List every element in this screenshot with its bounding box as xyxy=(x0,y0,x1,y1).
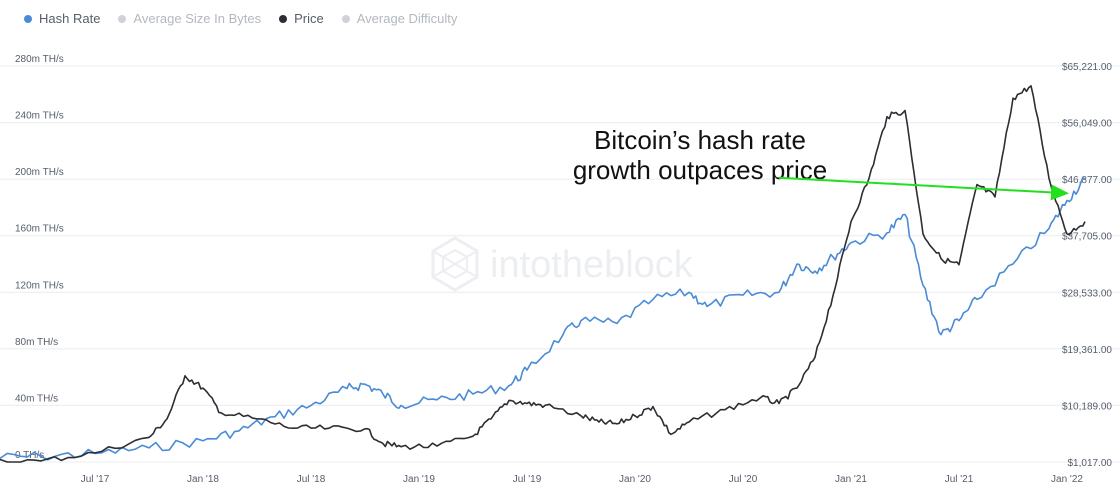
annotation-text-line-2: growth outpaces price xyxy=(573,155,827,185)
watermark-logo-icon xyxy=(431,236,479,292)
y-right-tick-label: $28,533.00 xyxy=(1062,288,1112,299)
y-left-tick-label: 200m TH/s xyxy=(15,167,64,178)
y-right-tick-label: $37,705.00 xyxy=(1062,232,1112,243)
legend-label-hash-rate: Hash Rate xyxy=(39,11,101,26)
x-tick-label: Jul '21 xyxy=(945,474,974,485)
y-left-tick-label: 280m TH/s xyxy=(15,54,64,65)
y-left-tick-label: 240m TH/s xyxy=(15,111,64,122)
legend-dot-average-size xyxy=(118,14,127,23)
y-right-tick-label: $19,361.00 xyxy=(1062,345,1112,356)
annotation-arrow xyxy=(778,176,1069,201)
x-tick-label: Jul '19 xyxy=(513,474,542,485)
y-left-tick-label: 80m TH/s xyxy=(15,337,58,348)
x-axis: Jul '17 Jan '18 Jul '18 Jan '19 Jul '19 Jan '… xyxy=(81,474,1084,485)
x-tick-label: Jul '20 xyxy=(729,474,758,485)
legend-item-hash-rate[interactable]: Hash Rate xyxy=(24,11,100,26)
annotation-text-line-1: Bitcoin’s hash rate xyxy=(594,125,806,155)
y-right-tick-label: $1,017.00 xyxy=(1068,458,1113,469)
series-line-hash-rate xyxy=(0,176,1086,461)
y-right-tick-label: $46,877.00 xyxy=(1062,175,1112,186)
x-tick-label: Jan '19 xyxy=(403,474,435,485)
y-right-tick-label: $65,221.00 xyxy=(1062,62,1112,73)
legend-label-price: Price xyxy=(294,11,324,26)
x-tick-label: Jan '21 xyxy=(835,474,867,485)
legend-item-average-difficulty[interactable]: Average Difficulty xyxy=(341,11,458,26)
legend-item-average-size[interactable]: Average Size In Bytes xyxy=(118,11,261,26)
y-right-tick-label: $56,049.00 xyxy=(1062,119,1112,130)
y-axis-right: $1,017.00 $10,189.00 $19,361.00 $28,533.00 $… xyxy=(1062,62,1112,469)
x-tick-label: Jan '22 xyxy=(1051,474,1083,485)
legend-dot-average-difficulty xyxy=(341,14,350,23)
legend-dot-price xyxy=(279,14,288,23)
watermark-text: intotheblock xyxy=(490,244,694,286)
series-line-price xyxy=(0,85,1086,463)
x-tick-label: Jan '20 xyxy=(619,474,651,485)
x-tick-label: Jul '17 xyxy=(81,474,110,485)
y-left-tick-label: 160m TH/s xyxy=(15,224,64,235)
legend-label-average-difficulty: Average Difficulty xyxy=(356,11,458,26)
legend-item-price[interactable]: Price xyxy=(279,11,324,26)
legend-dot-hash-rate xyxy=(24,14,32,23)
legend: Hash Rate Average Size In Bytes Price Av… xyxy=(24,11,457,26)
x-tick-label: Jan '18 xyxy=(187,474,219,485)
y-right-tick-label: $10,189.00 xyxy=(1062,401,1112,412)
legend-label-average-size: Average Size In Bytes xyxy=(133,11,262,26)
annotation: Bitcoin’s hash rate growth outpaces pric… xyxy=(573,125,1069,201)
y-left-tick-label: 40m TH/s xyxy=(15,393,58,404)
y-left-tick-label: 120m TH/s xyxy=(15,280,64,291)
x-tick-label: Jul '18 xyxy=(297,474,326,485)
watermark: intotheblock xyxy=(431,236,694,292)
series xyxy=(0,85,1086,463)
grid xyxy=(0,65,1120,463)
